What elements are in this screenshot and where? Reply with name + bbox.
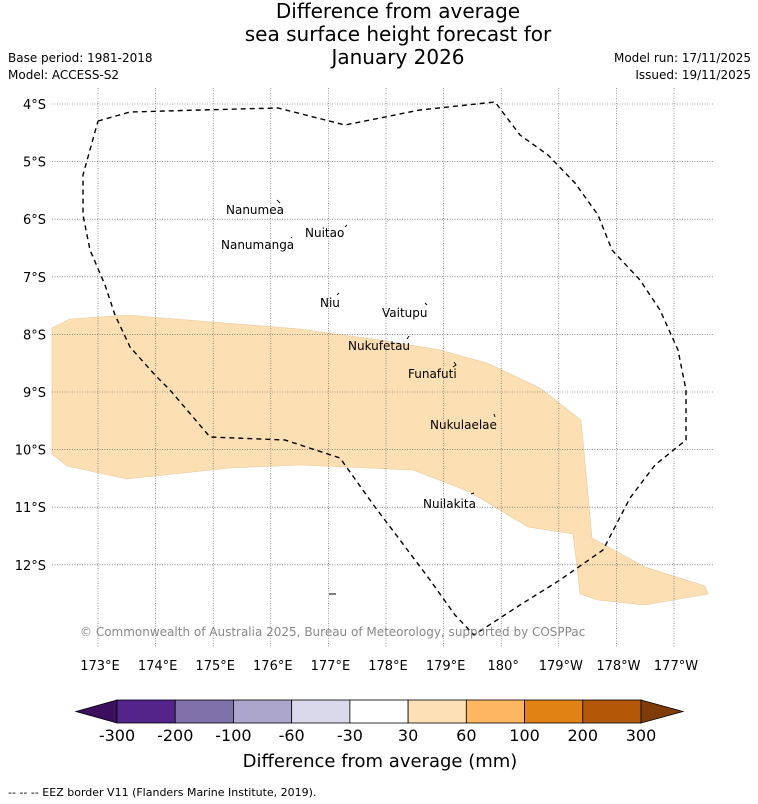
colorbar-tick-label: -100 (215, 726, 251, 745)
colorbar-bin (349, 699, 409, 724)
lon-tick-label: 175°E (195, 659, 235, 674)
island-label-niu: Niu (320, 296, 340, 310)
island-label-vaitupu: Vaitupu (382, 306, 428, 320)
island-label-nukulaelae: Nukulaelae (430, 418, 497, 432)
island-mark-nanumanga (290, 236, 293, 239)
lon-tick-label: 174°E (138, 659, 178, 674)
lon-tick-label: 180° (488, 659, 519, 674)
model-run: Model run: 17/11/2025 (613, 51, 751, 65)
lon-tick-label: 179°W (539, 659, 583, 674)
anomaly-fill (51, 314, 709, 606)
chart-title: Difference from average sea surface heig… (0, 0, 758, 69)
island-mark-nuilakita (470, 492, 475, 495)
lon-tick-label: 179°E (426, 659, 466, 674)
meta-right: Model run: 17/11/2025 Issued: 19/11/2025 (614, 50, 751, 84)
colorbar-tick-label: 100 (509, 726, 540, 745)
lat-tick-label: 11°S (15, 501, 46, 516)
island-labels: Nanumea Nuitao Nanumanga Niu Vaitupu Nuk… (221, 203, 497, 511)
lat-tick-label: 10°S (15, 444, 46, 459)
island-mark-funafuti (452, 361, 457, 368)
meta-left: Base period: 1981-2018 Model: ACCESS-S2 (8, 50, 153, 84)
colorbar-bin (233, 699, 293, 724)
colorbar-tick-label: -30 (337, 726, 363, 745)
colorbar-title: Difference from average (mm) (243, 751, 518, 772)
island-label-funafuti: Funafuti (408, 367, 457, 381)
latitude-labels: 4°S 5°S 6°S 7°S 8°S 9°S 10°S 11°S 12°S (15, 98, 46, 574)
copyright-text: © Commonwealth of Australia 2025, Bureau… (80, 625, 585, 639)
colorbar-tick-label: 30 (398, 726, 418, 745)
island-mark-niu (336, 292, 340, 296)
title-line-2: sea surface height forecast for (244, 22, 552, 46)
eez-legend-note: -- -- -- EEZ border V11 (Flanders Marine… (8, 786, 317, 799)
lat-tick-label: 5°S (23, 156, 46, 171)
model-name: Model: ACCESS-S2 (8, 68, 120, 82)
island-label-nukufetau: Nukufetau (348, 339, 410, 353)
colorbar-tick-labels: -300 -200 -100 -60 -30 30 60 100 200 300 (99, 726, 656, 745)
colorbar (74, 699, 685, 724)
lat-tick-label: 7°S (23, 271, 46, 286)
base-period: Base period: 1981-2018 (8, 51, 153, 65)
colorbar-bin (407, 699, 467, 724)
colorbar-bin (174, 699, 234, 724)
eez-border (82, 101, 687, 636)
colorbar-extend-min (74, 699, 118, 724)
colorbar-tick-label: 300 (626, 726, 657, 745)
colorbar-tick-label: -200 (157, 726, 193, 745)
colorbar-extend-max (640, 699, 685, 724)
title-line-1: Difference from average (275, 0, 521, 23)
island-mark-nanumea (276, 199, 281, 204)
colorbar-tick-label: 60 (456, 726, 476, 745)
issued-date: Issued: 19/11/2025 (635, 68, 751, 82)
colorbar-tick-label: -60 (279, 726, 305, 745)
island-label-nuilakita: Nuilakita (423, 497, 476, 511)
colorbar-bin (465, 699, 525, 724)
lat-tick-label: 6°S (23, 213, 46, 228)
island-mark-vaitupu (424, 302, 428, 306)
island-label-nanumea: Nanumea (226, 203, 284, 217)
title-line-3: January 2026 (331, 45, 465, 69)
lon-tick-label: 173°E (80, 659, 120, 674)
anomaly-region (51, 314, 709, 606)
colorbar-bin (291, 699, 351, 724)
lon-tick-label: 178°W (596, 659, 640, 674)
island-marks (276, 199, 496, 595)
island-label-nanumanga: Nanumanga (221, 238, 294, 252)
map-grid (52, 88, 713, 648)
colorbar-tick-label: -300 (99, 726, 135, 745)
lat-tick-label: 12°S (15, 559, 46, 574)
lon-tick-label: 178°E (368, 659, 408, 674)
colorbar-bin (524, 699, 584, 724)
island-mark-nuitao (344, 224, 348, 228)
lat-tick-label: 4°S (23, 98, 46, 113)
lon-tick-label: 177°E (311, 659, 351, 674)
longitude-labels: 173°E 174°E 175°E 176°E 177°E 178°E 179°E 180° 1… (80, 659, 698, 674)
lat-tick-label: 8°S (23, 328, 46, 343)
colorbar-bin (582, 699, 642, 724)
colorbar-tick-label: 200 (568, 726, 599, 745)
island-mark-nukulaelae (493, 413, 496, 418)
colorbar-bin (116, 699, 176, 724)
island-mark-nukufetau (406, 335, 410, 340)
lon-tick-label: 177°W (654, 659, 698, 674)
island-label-nuitao: Nuitao (305, 226, 344, 240)
lon-tick-label: 176°E (253, 659, 293, 674)
lat-tick-label: 9°S (23, 386, 46, 401)
